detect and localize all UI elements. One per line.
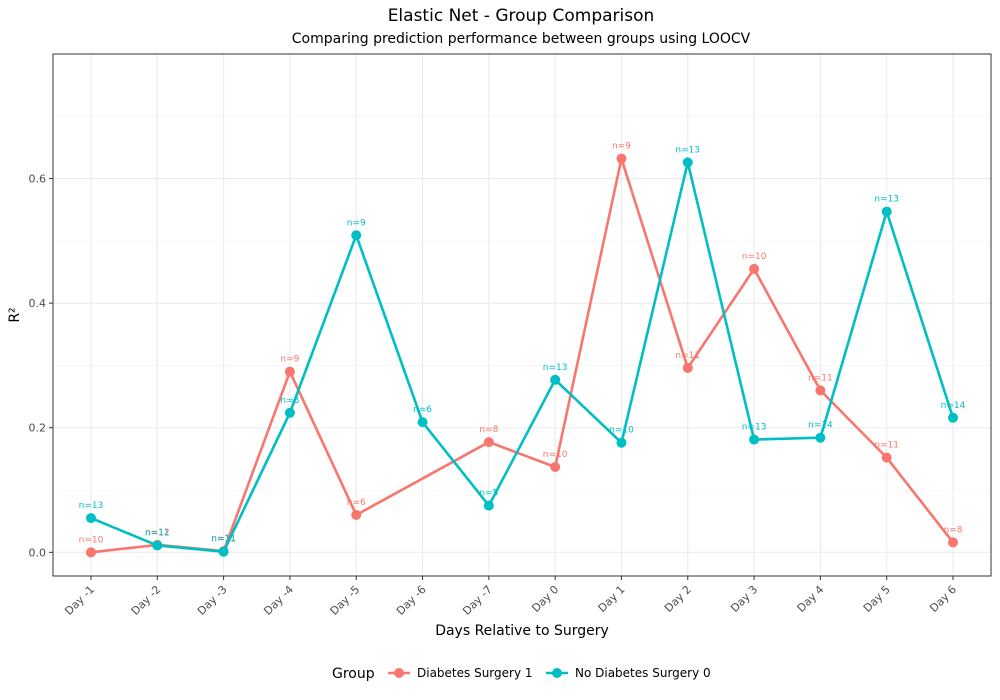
- legend-title: Group: [332, 666, 375, 682]
- data-label: n=11: [211, 535, 236, 545]
- data-label: n=6: [413, 405, 432, 415]
- data-point: [815, 385, 826, 396]
- data-point: [948, 537, 958, 548]
- x-tick-label: Day -2: [129, 583, 164, 618]
- data-label: n=10: [742, 252, 767, 262]
- data-point: [682, 157, 693, 168]
- plot-border: [52, 53, 992, 577]
- data-label: n=10: [543, 450, 568, 460]
- plot-panel: [53, 54, 991, 576]
- chart-subtitle: Comparing prediction performance between…: [292, 31, 751, 47]
- data-label: n=11: [675, 351, 700, 361]
- legend-items: Diabetes Surgery 1 No Diabetes Surgery 0: [388, 666, 711, 680]
- data-point: [881, 452, 892, 463]
- data-point: [749, 263, 760, 274]
- data-point: [351, 230, 362, 241]
- data-point: [284, 366, 295, 377]
- data-label: n=8: [479, 425, 498, 435]
- x-tick-label: Day -4: [261, 583, 296, 618]
- data-point: [86, 547, 96, 558]
- legend-key-point: [552, 668, 562, 678]
- data-label: n=11: [145, 528, 170, 538]
- data-label: n=11: [808, 373, 833, 383]
- legend-label: Diabetes Surgery 1: [417, 666, 533, 680]
- x-tick-label: Day 3: [728, 583, 760, 615]
- data-point: [948, 412, 958, 423]
- data-point: [682, 362, 693, 373]
- y-tick-label: 0.6: [29, 173, 47, 186]
- data-point: [815, 432, 826, 443]
- data-label: n=10: [609, 426, 634, 436]
- x-tick-label: Day -7: [460, 583, 495, 618]
- data-label: n=9: [612, 142, 631, 152]
- x-tick-label: Day -6: [394, 583, 429, 618]
- series-group: n=13 n=11 n=11 n=8 n=9 n=6 n=5 n=13 n=10 n=13 n=13…: [79, 145, 966, 557]
- series-line: [90, 161, 955, 554]
- data-point: [483, 437, 494, 448]
- data-label: n=5: [479, 489, 498, 499]
- x-tick-label: Day -3: [195, 583, 230, 618]
- data-point: [284, 407, 295, 418]
- legend: Group Diabetes Surgery 1 No Diabetes Surg…: [332, 666, 711, 682]
- x-tick-label: Day 6: [927, 583, 959, 615]
- data-point: [616, 437, 627, 448]
- data-label: n=14: [941, 401, 966, 411]
- data-label: n=11: [874, 441, 899, 451]
- data-point: [550, 461, 561, 472]
- data-label: n=13: [742, 423, 767, 433]
- y-axis-title: R²: [7, 307, 23, 322]
- data-point: [550, 374, 561, 385]
- data-point: [483, 500, 494, 511]
- data-point: [616, 153, 627, 164]
- legend-key-point: [394, 668, 404, 678]
- data-label: n=9: [347, 218, 366, 228]
- legend-label: No Diabetes Surgery 0: [575, 666, 711, 680]
- data-label: n=13: [543, 363, 568, 373]
- y-tick-label: 0.4: [29, 297, 47, 310]
- data-point: [218, 546, 229, 557]
- series-group: n=10n=12n=11n=9n=6n=8n=10n=9n=11n=10n=11…: [79, 142, 963, 558]
- data-point: [881, 206, 892, 217]
- x-tick-label: Day 0: [529, 583, 561, 615]
- x-axis-title: Days Relative to Surgery: [435, 623, 609, 639]
- data-label: n=8: [280, 396, 299, 406]
- data-label: n=8: [944, 525, 963, 535]
- x-tick-label: Day 2: [662, 583, 694, 615]
- data-point: [152, 540, 163, 551]
- data-label: n=14: [808, 421, 833, 431]
- chart-title: Elastic Net - Group Comparison: [388, 6, 655, 26]
- data-label: n=12: [145, 528, 170, 538]
- data-label: n=10: [79, 535, 104, 545]
- y-tick-label: 0.0: [29, 546, 47, 559]
- data-label: n=6: [347, 498, 366, 508]
- grid: [53, 54, 991, 576]
- data-point: [749, 434, 760, 445]
- x-tick-label: Day -1: [62, 583, 97, 618]
- data-label: n=9: [280, 355, 299, 365]
- data-point: [86, 513, 96, 524]
- data-label: n=11: [211, 534, 236, 544]
- x-tick-label: Day 5: [861, 583, 893, 615]
- data-label: n=13: [874, 195, 899, 205]
- data-label: n=13: [79, 501, 104, 511]
- x-tick-label: Day 4: [795, 583, 827, 615]
- data-point: [351, 509, 362, 520]
- data-label: n=13: [675, 145, 700, 155]
- x-tick-label: Day -5: [328, 583, 363, 618]
- x-tick-label: Day 1: [596, 583, 628, 615]
- y-tick-label: 0.2: [29, 422, 47, 435]
- series-layer: n=10n=12n=11n=9n=6n=8n=10n=9n=11n=10n=11…: [79, 142, 966, 558]
- data-point: [417, 417, 428, 428]
